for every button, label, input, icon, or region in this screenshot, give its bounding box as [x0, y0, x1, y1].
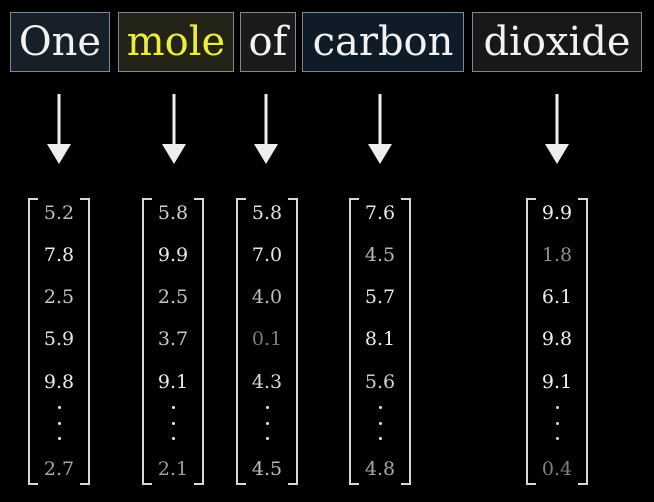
embedding-vector-one: 5.2 7.8 2.5 5.9 9.8 2.7 — [28, 198, 90, 485]
vector-value-last: 0.4 — [541, 458, 573, 480]
left-bracket — [28, 198, 38, 485]
vector-value: 5.8 — [157, 202, 189, 224]
token-dioxide: dioxide — [472, 12, 642, 72]
vertical-ellipsis-icon — [28, 406, 90, 440]
arrow-down-icon — [254, 94, 278, 164]
vertical-ellipsis-icon — [142, 406, 204, 440]
token-mole: mole — [118, 12, 234, 72]
right-bracket — [578, 198, 588, 485]
right-bracket — [80, 198, 90, 485]
token-of: of — [240, 12, 296, 72]
vector-value: 5.8 — [251, 202, 283, 224]
vector-value: 9.9 — [541, 202, 573, 224]
vector-value: 0.1 — [251, 328, 283, 350]
right-bracket — [194, 198, 204, 485]
right-bracket — [401, 198, 411, 485]
vector-value: 9.9 — [157, 244, 189, 266]
vector-value: 4.5 — [364, 244, 396, 266]
arrow-down-icon — [162, 94, 186, 164]
token-one: One — [10, 12, 110, 72]
vector-value: 7.8 — [43, 244, 75, 266]
vector-value-last: 4.8 — [364, 458, 396, 480]
vector-value: 5.7 — [364, 286, 396, 308]
vector-value: 7.6 — [364, 202, 396, 224]
left-bracket — [236, 198, 246, 485]
arrow-down-icon — [368, 94, 392, 164]
embedding-vector-of: 5.8 7.0 4.0 0.1 4.3 4.5 — [236, 198, 298, 485]
vector-value: 9.8 — [541, 328, 573, 350]
token-carbon: carbon — [302, 12, 464, 72]
vector-value: 2.5 — [43, 286, 75, 308]
vector-value: 4.3 — [251, 371, 283, 393]
vector-value-last: 4.5 — [251, 458, 283, 480]
left-bracket — [526, 198, 536, 485]
vector-value: 9.1 — [541, 371, 573, 393]
vector-value: 5.6 — [364, 371, 396, 393]
vertical-ellipsis-icon — [526, 406, 588, 440]
vertical-ellipsis-icon — [349, 406, 411, 440]
embedding-vector-carbon: 7.6 4.5 5.7 8.1 5.6 4.8 — [349, 198, 411, 485]
vertical-ellipsis-icon — [236, 406, 298, 440]
vector-value-last: 2.1 — [157, 458, 189, 480]
vector-value-last: 2.7 — [43, 458, 75, 480]
vector-value: 6.1 — [541, 286, 573, 308]
arrow-down-icon — [545, 94, 569, 164]
vector-value: 8.1 — [364, 328, 396, 350]
vector-value: 7.0 — [251, 244, 283, 266]
arrow-down-icon — [47, 94, 71, 164]
embedding-vector-mole: 5.8 9.9 2.5 3.7 9.1 2.1 — [142, 198, 204, 485]
vector-value: 9.8 — [43, 371, 75, 393]
left-bracket — [142, 198, 152, 485]
embedding-vector-dioxide: 9.9 1.8 6.1 9.8 9.1 0.4 — [526, 198, 588, 485]
right-bracket — [288, 198, 298, 485]
vector-value: 2.5 — [157, 286, 189, 308]
vector-value: 5.9 — [43, 328, 75, 350]
vector-value: 9.1 — [157, 371, 189, 393]
vector-value: 1.8 — [541, 244, 573, 266]
vector-value: 5.2 — [43, 202, 75, 224]
vector-value: 4.0 — [251, 286, 283, 308]
vector-value: 3.7 — [157, 328, 189, 350]
left-bracket — [349, 198, 359, 485]
